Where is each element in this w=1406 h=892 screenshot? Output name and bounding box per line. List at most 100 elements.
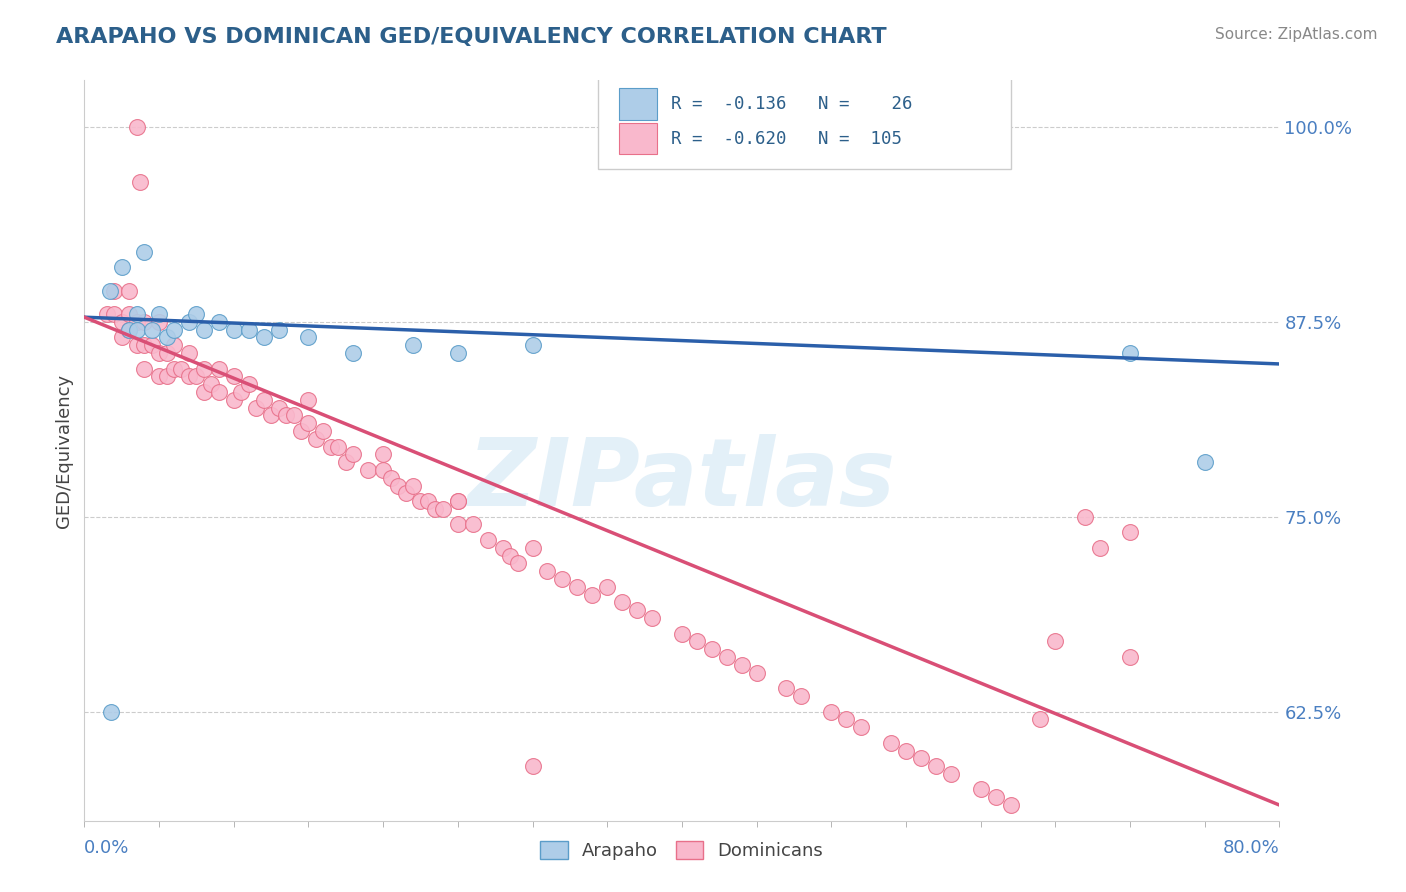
Point <box>125 315 148 329</box>
Point <box>461 517 484 532</box>
Point <box>177 346 200 360</box>
Point <box>148 346 170 360</box>
Point <box>208 315 231 329</box>
Point <box>380 471 402 485</box>
Point <box>283 409 305 423</box>
Point <box>111 330 134 344</box>
Point <box>222 323 245 337</box>
Point <box>132 361 156 376</box>
Point <box>238 323 260 337</box>
Point <box>686 634 709 648</box>
Point <box>193 361 215 376</box>
Point <box>506 557 529 571</box>
Point <box>132 338 156 352</box>
Point <box>111 260 134 275</box>
Point <box>100 705 122 719</box>
Point <box>357 463 380 477</box>
Point <box>626 603 648 617</box>
Point <box>163 323 186 337</box>
Point <box>297 416 319 430</box>
Point <box>820 705 842 719</box>
Point <box>612 595 634 609</box>
Point <box>447 517 470 532</box>
Point <box>925 759 948 773</box>
Point <box>910 751 932 765</box>
Point <box>939 767 962 781</box>
Legend: Arapaho, Dominicans: Arapaho, Dominicans <box>533 833 831 867</box>
Point <box>155 369 177 384</box>
Point <box>851 720 873 734</box>
Point <box>245 401 267 415</box>
Text: ZIPatlas: ZIPatlas <box>468 434 896 526</box>
Point <box>297 330 319 344</box>
Point <box>790 689 813 703</box>
FancyBboxPatch shape <box>599 77 1011 169</box>
Point <box>416 494 439 508</box>
Point <box>373 463 395 477</box>
Point <box>880 736 903 750</box>
Point <box>163 361 186 376</box>
Point <box>177 315 200 329</box>
Point <box>148 307 170 321</box>
Point <box>125 338 148 352</box>
Text: R =  -0.620   N =  105: R = -0.620 N = 105 <box>671 129 903 148</box>
Point <box>522 541 544 555</box>
Point <box>402 338 425 352</box>
Point <box>141 338 163 352</box>
Point <box>132 244 156 259</box>
Text: R =  -0.136   N =    26: R = -0.136 N = 26 <box>671 95 912 113</box>
Point <box>894 743 917 757</box>
Point <box>567 580 589 594</box>
Point <box>1045 634 1067 648</box>
Point <box>305 432 328 446</box>
Point <box>447 346 470 360</box>
Point <box>186 369 208 384</box>
Y-axis label: GED/Equivalency: GED/Equivalency <box>55 374 73 527</box>
Point <box>745 665 768 680</box>
Point <box>111 315 134 329</box>
Point <box>297 392 319 407</box>
Point <box>1119 650 1142 665</box>
Bar <box>619 88 657 120</box>
Point <box>155 346 177 360</box>
Point <box>148 315 170 329</box>
Point <box>596 580 619 594</box>
Point <box>222 392 245 407</box>
Text: ARAPAHO VS DOMINICAN GED/EQUIVALENCY CORRELATION CHART: ARAPAHO VS DOMINICAN GED/EQUIVALENCY COR… <box>56 27 887 46</box>
Point <box>551 572 574 586</box>
Point <box>148 369 170 384</box>
Point <box>641 611 664 625</box>
Point <box>193 384 215 399</box>
Point <box>1074 509 1097 524</box>
Point <box>238 377 260 392</box>
Point <box>267 401 290 415</box>
Point <box>96 307 118 321</box>
Point <box>1000 798 1022 813</box>
Point <box>103 284 125 298</box>
Point <box>700 642 723 657</box>
Point <box>342 346 364 360</box>
Point <box>499 549 522 563</box>
Point <box>208 384 231 399</box>
Point <box>970 782 993 797</box>
Point <box>387 478 409 492</box>
Point <box>731 657 754 672</box>
Point <box>155 330 177 344</box>
Point <box>253 392 276 407</box>
Point <box>671 626 693 640</box>
Text: Source: ZipAtlas.com: Source: ZipAtlas.com <box>1215 27 1378 42</box>
Point <box>335 455 357 469</box>
Point <box>118 323 141 337</box>
Point <box>328 440 350 454</box>
Point <box>447 494 470 508</box>
Point <box>200 377 222 392</box>
Point <box>1119 525 1142 540</box>
Point <box>522 759 544 773</box>
Text: 0.0%: 0.0% <box>84 839 129 857</box>
Point <box>716 650 738 665</box>
Point <box>103 307 125 321</box>
Point <box>394 486 416 500</box>
Point <box>98 284 121 298</box>
Point <box>409 494 432 508</box>
Point <box>402 478 425 492</box>
